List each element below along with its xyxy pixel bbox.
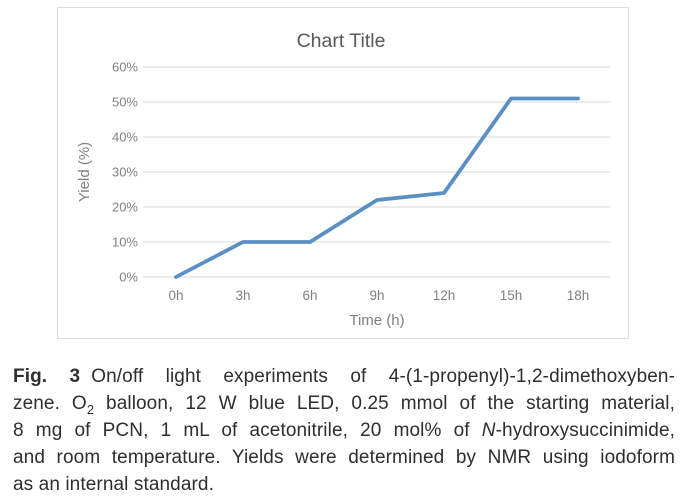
caption-text: and room temperature. Yields were determ… [13,447,675,468]
x-tick-label: 15h [500,288,523,303]
y-tick-label: 20% [112,200,138,215]
caption-text: as an internal standard. [13,474,214,495]
x-tick-label: 18h [567,288,590,303]
y-tick-label: 50% [112,95,138,110]
caption-line: Fig. 3 On/off light experiments of 4-(1-p… [13,363,675,390]
x-axis-title: Time (h) [349,312,404,329]
gridlines [143,66,610,278]
figure-caption: Fig. 3 On/off light experiments of 4-(1-p… [13,363,675,498]
caption-line: and room temperature. Yields were determ… [13,444,675,471]
x-tick-label: 3h [235,288,250,303]
x-tick-label: 9h [369,288,384,303]
caption-line: as an internal standard. [13,471,675,498]
y-tick-labels: 0% 10% 20% 30% 40% 50% 60% [112,60,138,285]
figure-number-label: Fig. 3 [13,366,81,387]
caption-line: 8 mg of PCN, 1 mL of acetonitrile, 20 mo… [13,417,675,444]
line-chart-panel: Chart Title 0% 10% 20% 30% 40% 50% 60% 0h 3h 6h 9… [57,7,629,339]
yield-vs-time-chart: Chart Title 0% 10% 20% 30% 40% 50% 60% 0h 3h 6h 9… [76,30,610,329]
caption-text: balloon, 12 W blue LED, 0.25 mmol of the… [94,393,675,414]
caption-line: zene. O2 balloon, 12 W blue LED, 0.25 mm… [13,390,675,417]
caption-subscript: 2 [86,401,95,417]
y-tick-label: 30% [112,165,138,180]
x-tick-labels: 0h 3h 6h 9h 12h 15h 18h [168,288,589,303]
caption-text: 8 mg of PCN, 1 mL of acetonitrile, 20 mo… [13,420,482,441]
y-tick-label: 0% [119,270,138,285]
x-tick-label: 6h [302,288,317,303]
y-axis-title: Yield (%) [76,142,93,202]
yield-data-line [174,96,580,279]
caption-italic: N [481,420,496,441]
x-tick-label: 12h [433,288,456,303]
caption-text: -hydroxysuccinimide, [495,420,675,441]
y-tick-label: 40% [112,130,138,145]
caption-text: On/off light experiments of 4-(1-propeny… [91,366,675,387]
y-tick-label: 60% [112,60,138,75]
chart-title: Chart Title [297,30,386,52]
y-tick-label: 10% [112,235,138,250]
caption-text: zene. O [13,393,87,414]
x-tick-label: 0h [168,288,183,303]
